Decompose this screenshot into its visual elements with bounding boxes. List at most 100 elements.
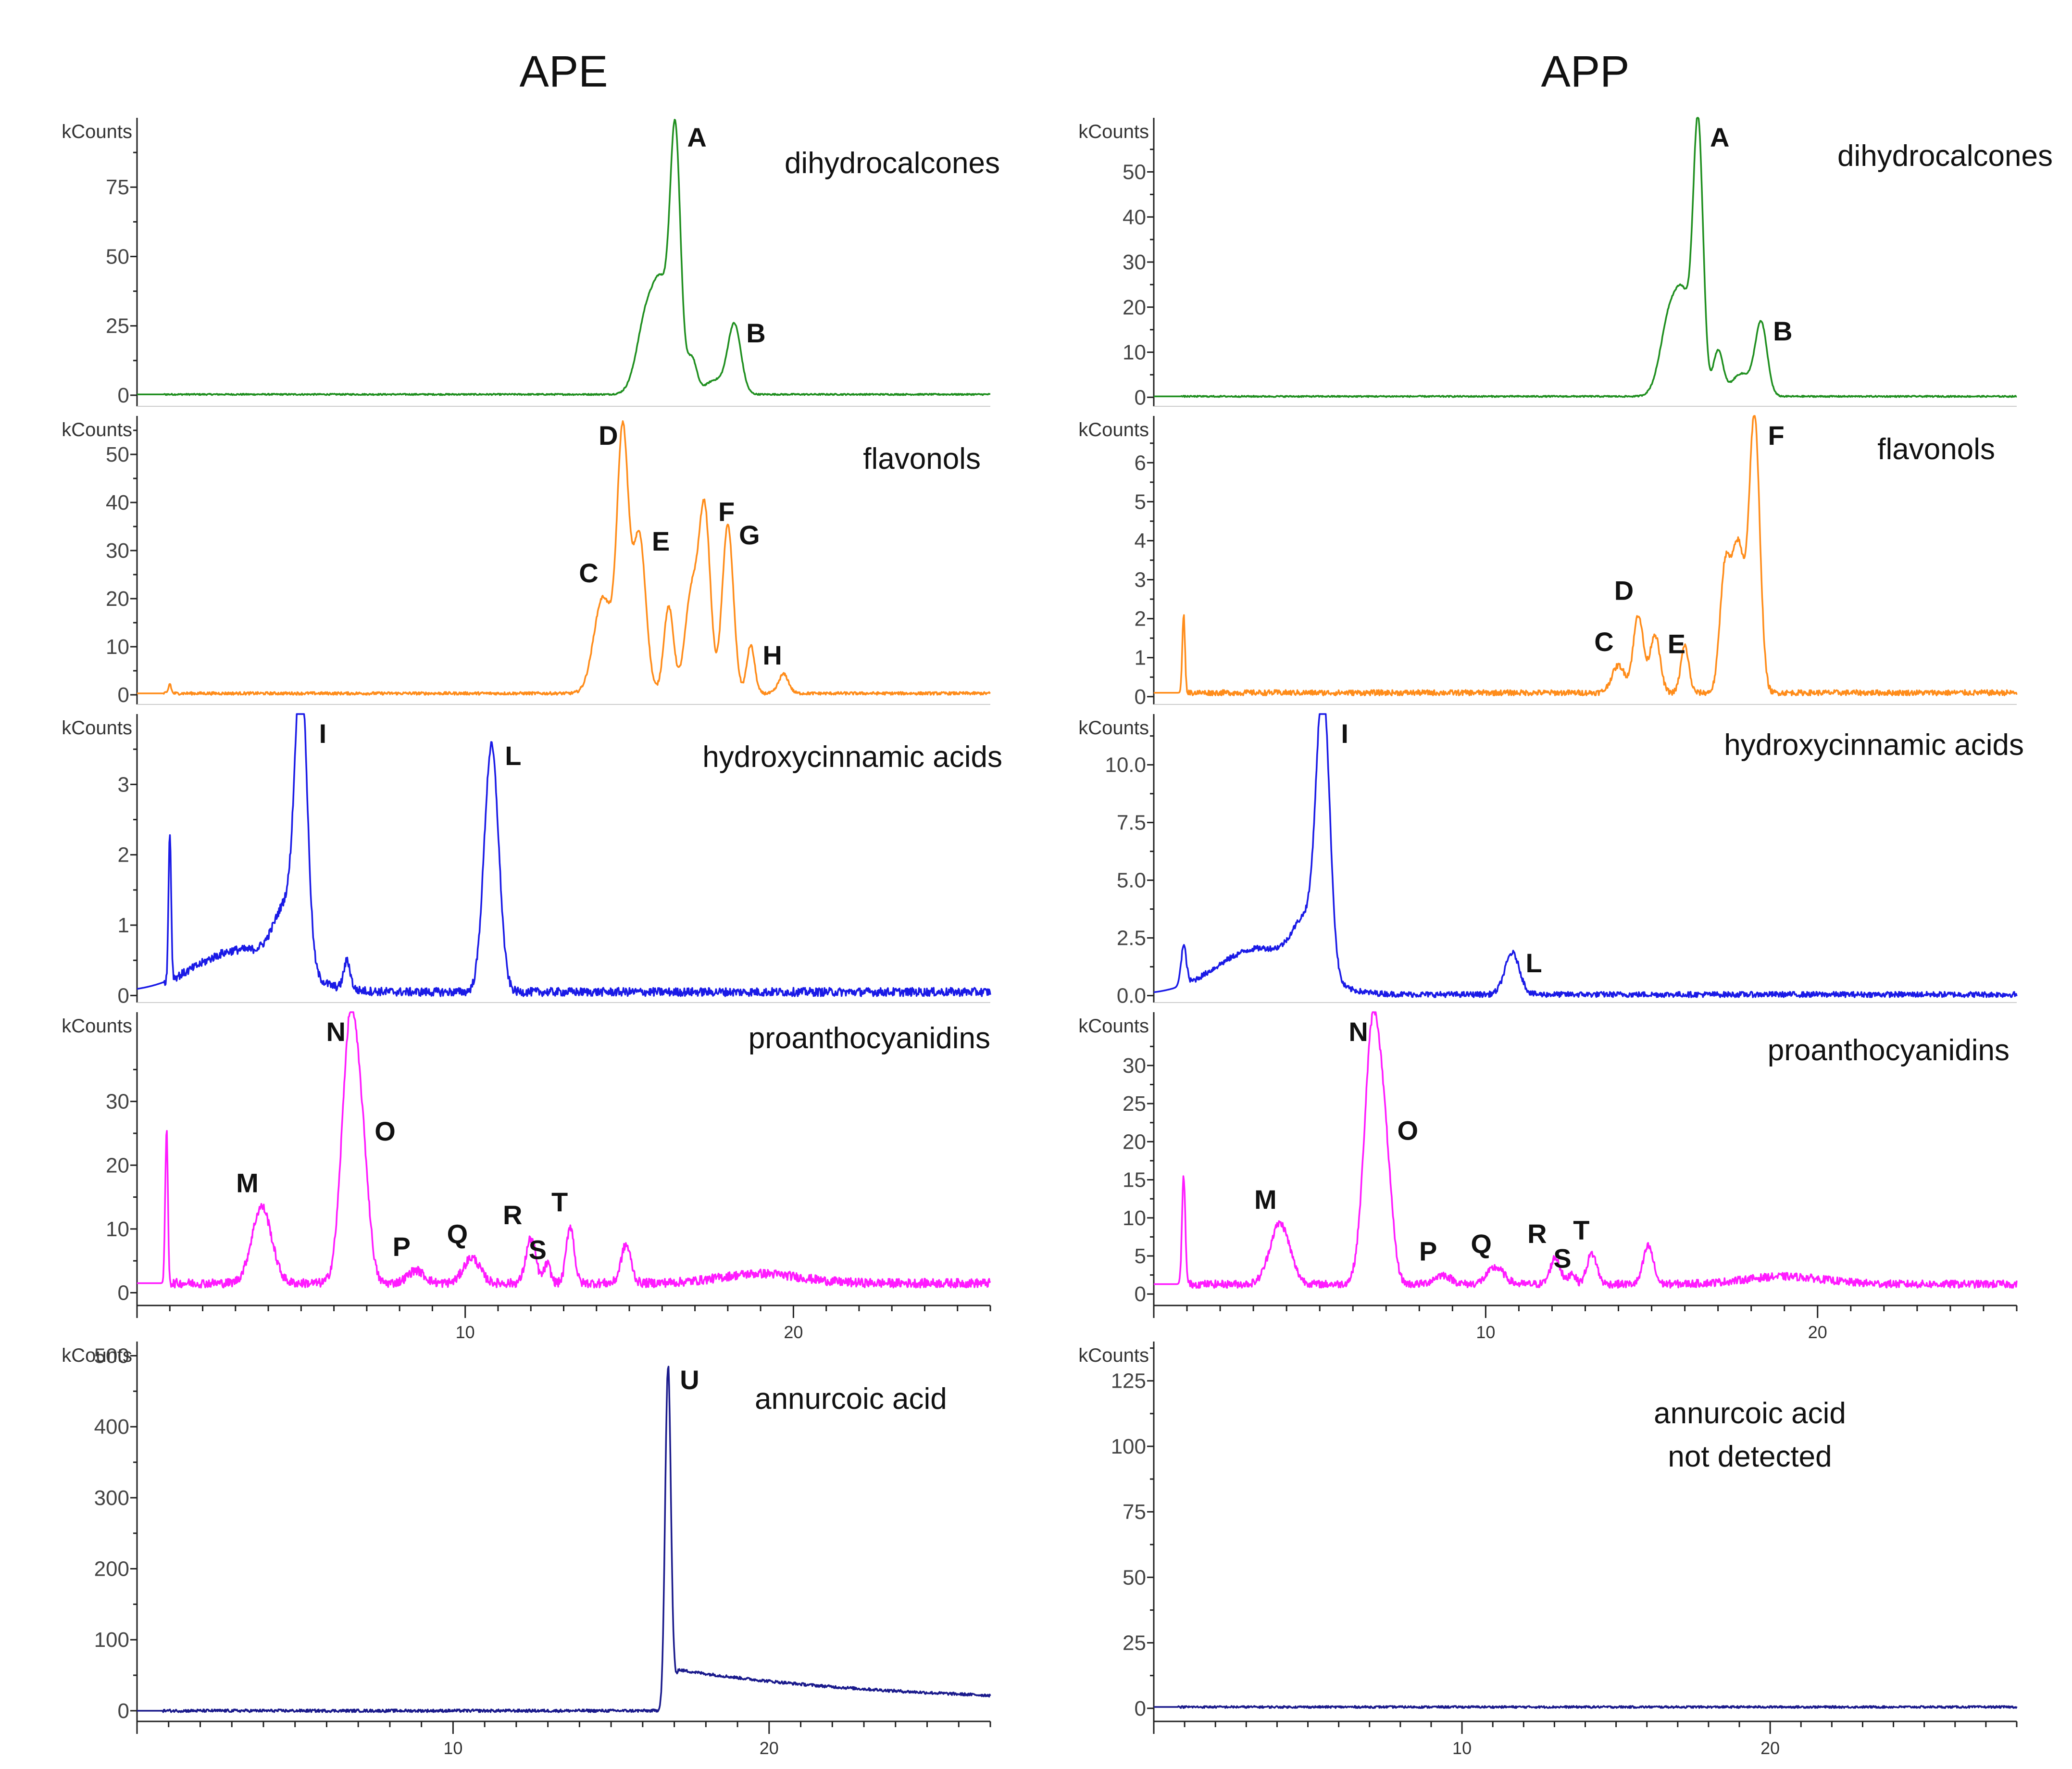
y-tick-label: 3 <box>118 773 129 796</box>
column-title: APE <box>519 47 608 96</box>
y-tick-label: 20 <box>106 1154 129 1177</box>
x-tick-label: 20 <box>1760 1738 1780 1758</box>
compound-class-label: proanthocyanidins <box>749 1022 990 1055</box>
y-tick-label: 2 <box>1135 607 1146 631</box>
peak-label-g: G <box>739 520 760 550</box>
y-tick-label: 2 <box>118 843 129 867</box>
series-line <box>1153 1011 2018 1289</box>
peak-label-q: Q <box>447 1219 468 1249</box>
y-tick-label: 50 <box>106 245 129 268</box>
peak-label-h: H <box>762 640 782 670</box>
y-tick-label: 0 <box>118 1281 129 1305</box>
y-tick-label: 10 <box>106 1217 129 1241</box>
peak-label-r: R <box>503 1200 522 1230</box>
peak-label-c: C <box>1594 627 1613 657</box>
y-tick-label: 10 <box>1123 1206 1146 1230</box>
y-unit-label: kCounts <box>1078 1345 1149 1366</box>
y-tick-label: 30 <box>106 539 129 563</box>
series-line <box>137 1366 991 1713</box>
y-tick-label: 20 <box>106 587 129 611</box>
chart-app-proanthocyanidins: 0 5 10 15 20 25 30 kCounts 10 20 M N O P Q RSTproanthoc… <box>1078 1011 2018 1342</box>
y-tick-label: 40 <box>1123 205 1146 229</box>
chart-app-annurcoic-acid: 0 25 50 75 100 125 kCounts 10 20 annurcoic acid no… <box>1078 1342 2018 1758</box>
peak-label-t: T <box>1573 1215 1589 1245</box>
column-title: APP <box>1541 47 1629 96</box>
y-tick-label: 100 <box>1111 1435 1146 1458</box>
y-tick-label: 4 <box>1135 529 1146 552</box>
peak-label-m: M <box>1254 1184 1277 1215</box>
x-tick-label: 10 <box>1476 1322 1495 1342</box>
y-tick-label: 7.5 <box>1117 811 1146 835</box>
series-line <box>137 1011 991 1289</box>
y-unit-label: kCounts <box>62 1016 132 1037</box>
y-tick-label: 5 <box>1135 1244 1146 1268</box>
y-tick-label: 0 <box>118 1699 129 1723</box>
peak-label-u: U <box>680 1365 699 1395</box>
compound-class-label: proanthocyanidins <box>1768 1034 2010 1067</box>
peak-label-d: D <box>1614 575 1634 605</box>
y-tick-label: 0 <box>1135 1697 1146 1720</box>
y-tick-label: 2.5 <box>1117 927 1146 950</box>
peak-label-a: A <box>1710 122 1729 152</box>
x-tick-label: 20 <box>760 1738 779 1758</box>
y-tick-label: 0 <box>1135 685 1146 709</box>
compound-class-label: dihydrocalcones <box>1837 139 2053 173</box>
y-tick-label: 30 <box>1123 251 1146 274</box>
y-unit-label: kCounts <box>62 1345 132 1366</box>
peak-label-n: N <box>1348 1016 1368 1047</box>
chart-app-flavonols: 0 1 2 3 4 5 6 kCounts CD E F flavonols <box>1078 415 2018 709</box>
y-tick-label: 25 <box>1123 1092 1146 1116</box>
y-tick-label: 0 <box>1135 1282 1146 1306</box>
y-tick-label: 15 <box>1123 1168 1146 1192</box>
y-tick-label: 3 <box>1135 568 1146 592</box>
y-tick-label: 30 <box>106 1090 129 1114</box>
compound-class-label: annurcoic acid <box>755 1382 947 1416</box>
y-tick-label: 75 <box>106 176 129 199</box>
peak-label-l: L <box>505 740 521 771</box>
y-unit-label: kCounts <box>62 717 132 739</box>
y-tick-label: 0 <box>118 683 129 707</box>
series-line <box>1153 713 2018 998</box>
peak-label-b: B <box>746 318 765 348</box>
y-unit-label: kCounts <box>62 419 132 440</box>
x-tick-label: 10 <box>1452 1738 1472 1758</box>
peak-label-e: E <box>652 526 670 556</box>
y-tick-label: 0 <box>1135 386 1146 409</box>
y-tick-label: 0.0 <box>1117 984 1146 1008</box>
peak-label-e: E <box>1668 628 1685 659</box>
peak-label-s: S <box>1553 1243 1571 1274</box>
y-unit-label: kCounts <box>1078 1016 1149 1037</box>
compound-class-label: dihydrocalcones <box>785 147 1000 180</box>
peak-label-n: N <box>326 1016 346 1047</box>
peak-label-o: O <box>1397 1116 1418 1146</box>
peak-label-s: S <box>529 1234 547 1265</box>
series-line <box>137 713 991 997</box>
peak-label-r: R <box>1527 1218 1547 1249</box>
y-tick-label: 1 <box>118 914 129 937</box>
peak-label-i: I <box>319 718 327 749</box>
chart-app-hydroxycinnamic-acids: 0.0 2.5 5.0 7.5 10.0 kCounts I Lhydroxycinnamic… <box>1078 713 2024 1008</box>
y-tick-label: 50 <box>106 443 129 466</box>
y-tick-label: 400 <box>94 1415 129 1439</box>
y-tick-label: 20 <box>1123 1130 1146 1154</box>
y-unit-label: kCounts <box>1078 717 1149 739</box>
peak-label-f: F <box>1768 420 1784 451</box>
series-line <box>1153 415 2018 697</box>
y-tick-label: 75 <box>1123 1500 1146 1524</box>
peak-label-b: B <box>1773 316 1792 346</box>
y-tick-label: 500 <box>94 1344 129 1368</box>
y-tick-label: 30 <box>1123 1054 1146 1078</box>
y-tick-label: 20 <box>1123 296 1146 319</box>
y-tick-label: 300 <box>94 1486 129 1510</box>
compound-class-label: hydroxycinnamic acids <box>1724 728 2024 762</box>
y-tick-label: 6 <box>1135 451 1146 475</box>
peak-label-a: A <box>687 122 706 152</box>
y-unit-label: kCounts <box>1078 121 1149 142</box>
y-unit-label: kCounts <box>1078 419 1149 440</box>
peak-label-m: M <box>236 1167 259 1198</box>
not-detected-note: not detected <box>1668 1440 1832 1473</box>
y-tick-label: 25 <box>106 314 129 338</box>
